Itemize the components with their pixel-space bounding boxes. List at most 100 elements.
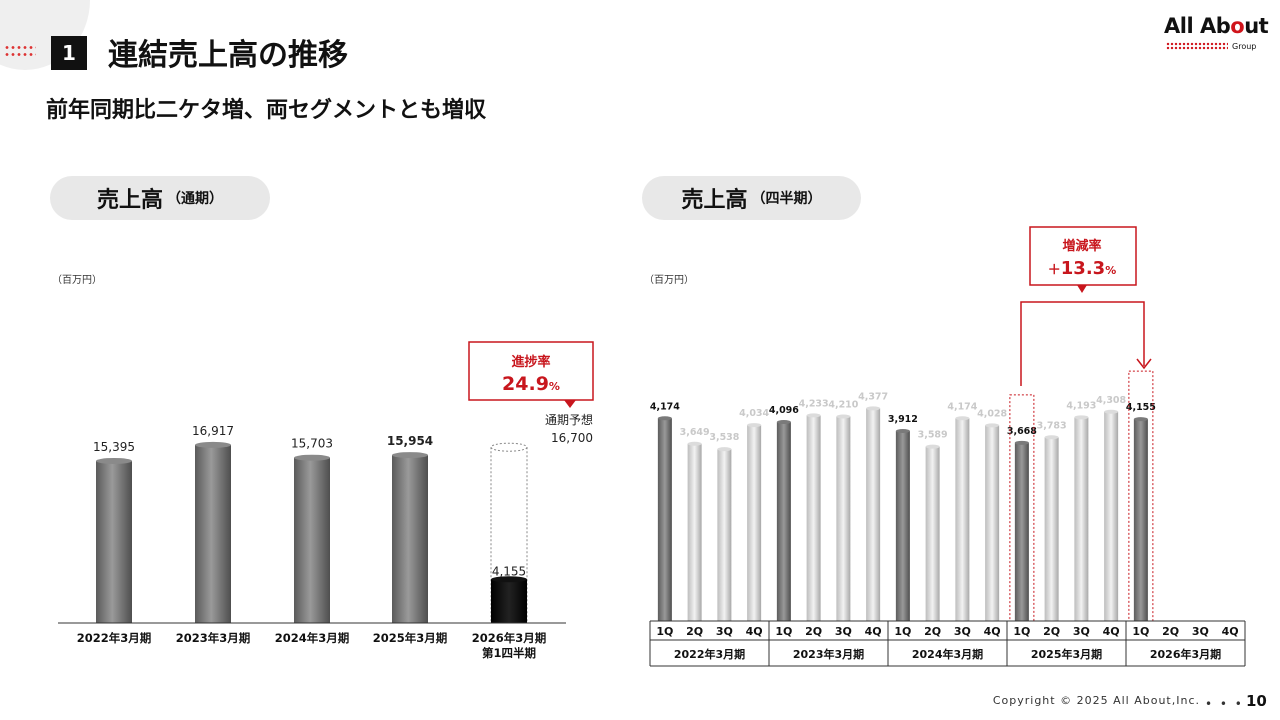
quarterly-value-label: 3,783	[1037, 420, 1067, 431]
quarterly-unit-label: （百万円）	[644, 275, 694, 286]
progress-label: 進捗率	[511, 354, 550, 370]
annual-sales-chart: 進捗率 24.9% 通期予想 16,700 15,395 16,917 15,703…	[58, 341, 594, 660]
quarter-label: 4Q	[1222, 625, 1239, 638]
page-number: 10	[1246, 692, 1267, 710]
quarterly-bar-top	[717, 447, 732, 452]
annual-bar-top	[392, 452, 428, 459]
annual-category-label: 第1四半期	[482, 646, 536, 660]
quarterly-bar	[747, 425, 762, 621]
quarterly-bar	[1104, 411, 1119, 621]
quarterly-value-label: 4,155	[1126, 402, 1156, 413]
quarterly-value-label: 4,028	[977, 408, 1007, 419]
forecast-cylinder-top	[490, 442, 528, 452]
annual-bar	[392, 455, 428, 623]
annual-bar	[491, 579, 527, 623]
quarterly-bar-top	[955, 416, 970, 421]
quarterly-bar	[836, 416, 851, 621]
logo-text-b: ut	[1244, 14, 1269, 38]
quarterly-bar-top	[806, 413, 821, 418]
quarterly-bar-top	[687, 441, 702, 446]
progress-box	[468, 341, 594, 401]
quarterly-value-label: 4,210	[828, 400, 858, 411]
quarterly-bar-top	[895, 428, 910, 433]
quarter-label: 4Q	[865, 625, 882, 638]
annual-bar	[195, 444, 231, 623]
quarter-label: 2Q	[924, 625, 941, 638]
quarterly-bar-top	[836, 414, 851, 419]
quarter-label: 2Q	[1043, 625, 1060, 638]
quarter-label: 2Q	[805, 625, 822, 638]
quarterly-bar-top	[1133, 417, 1148, 422]
quarterly-value-label: 3,912	[888, 414, 918, 425]
red-dots-decoration	[4, 44, 36, 58]
quarterly-bar	[1044, 437, 1059, 621]
change-label: 増減率	[1062, 238, 1101, 254]
quarterly-value-label: 4,308	[1096, 395, 1126, 406]
quarterly-bar	[955, 418, 970, 621]
quarter-label: 1Q	[1132, 625, 1149, 638]
quarter-label: 3Q	[954, 625, 971, 638]
comparison-arrow-head	[1136, 358, 1152, 370]
quarterly-bar	[1133, 419, 1148, 621]
quarterly-value-label: 4,193	[1066, 400, 1096, 411]
quarter-label: 4Q	[984, 625, 1001, 638]
quarter-label: 3Q	[716, 625, 733, 638]
annual-pill-main: 売上高	[96, 188, 163, 213]
annual-pill-sub: （通期）	[167, 191, 223, 207]
change-number: 13.3	[1061, 258, 1105, 279]
fiscal-year-label: 2024年3月期	[912, 647, 983, 661]
logo-text-a: All Ab	[1164, 14, 1231, 38]
quarterly-bar	[806, 415, 821, 621]
quarterly-bar-top	[925, 444, 940, 449]
fiscal-year-label: 2023年3月期	[793, 647, 864, 661]
quarter-label: 1Q	[656, 625, 673, 638]
quarterly-value-label: 4,034	[739, 408, 769, 419]
annual-sales-pill: 売上高 （通期）	[50, 176, 270, 220]
quarter-label: 2Q	[686, 625, 703, 638]
company-logo: All About Group	[1164, 14, 1269, 56]
quarterly-pill-main: 売上高	[681, 188, 748, 213]
quarterly-bar	[985, 425, 1000, 621]
annual-bar-top	[96, 457, 132, 464]
quarterly-value-label: 4,174	[947, 401, 977, 412]
fiscal-year-label: 2026年3月期	[1150, 647, 1221, 661]
quarterly-bar-top	[985, 423, 1000, 428]
quarterly-bar-top	[1014, 440, 1029, 445]
quarterly-value-label: 4,377	[858, 391, 888, 402]
quarter-label: 4Q	[746, 625, 763, 638]
forecast-cylinder	[490, 447, 528, 623]
quarterly-bar	[657, 418, 672, 621]
quarterly-bar-top	[1074, 415, 1089, 420]
quarterly-value-label: 3,589	[918, 430, 948, 441]
quarterly-bar	[895, 430, 910, 621]
quarterly-bar	[687, 443, 702, 621]
change-prefix: ＋	[1048, 263, 1061, 278]
quarter-label: 1Q	[775, 625, 792, 638]
quarterly-bar-top	[776, 420, 791, 425]
quarter-label: 3Q	[1192, 625, 1209, 638]
highlight-frame	[1009, 394, 1035, 622]
annual-unit-label: （百万円）	[52, 275, 102, 286]
fiscal-year-label: 2022年3月期	[674, 647, 745, 661]
quarterly-bar-top	[866, 406, 881, 411]
quarterly-bar	[925, 446, 940, 621]
quarterly-bar	[866, 408, 881, 621]
progress-number: 24.9	[502, 373, 549, 395]
logo-dots	[1166, 42, 1228, 50]
annual-category-label: 2025年3月期	[373, 631, 448, 645]
page-title: 連結売上高の推移	[108, 38, 348, 73]
quarter-label: 1Q	[894, 625, 911, 638]
quarterly-value-label: 3,538	[709, 432, 739, 443]
quarterly-bar-top	[747, 423, 762, 428]
section-number-badge: 1	[51, 36, 87, 70]
page-subtitle: 前年同期比二ケタ増、両セグメントとも増収	[46, 98, 487, 123]
quarterly-bar-top	[1044, 435, 1059, 440]
progress-suffix: %	[549, 380, 560, 393]
quarterly-sales-pill: 売上高 （四半期）	[642, 176, 861, 220]
quarter-label: 3Q	[1073, 625, 1090, 638]
annual-category-label: 2026年3月期	[472, 631, 547, 645]
quarter-label: 1Q	[1013, 625, 1030, 638]
annual-value-label: 4,155	[492, 564, 526, 578]
change-value: ＋13.3%	[1048, 258, 1116, 279]
logo-text-o: o	[1230, 14, 1245, 38]
